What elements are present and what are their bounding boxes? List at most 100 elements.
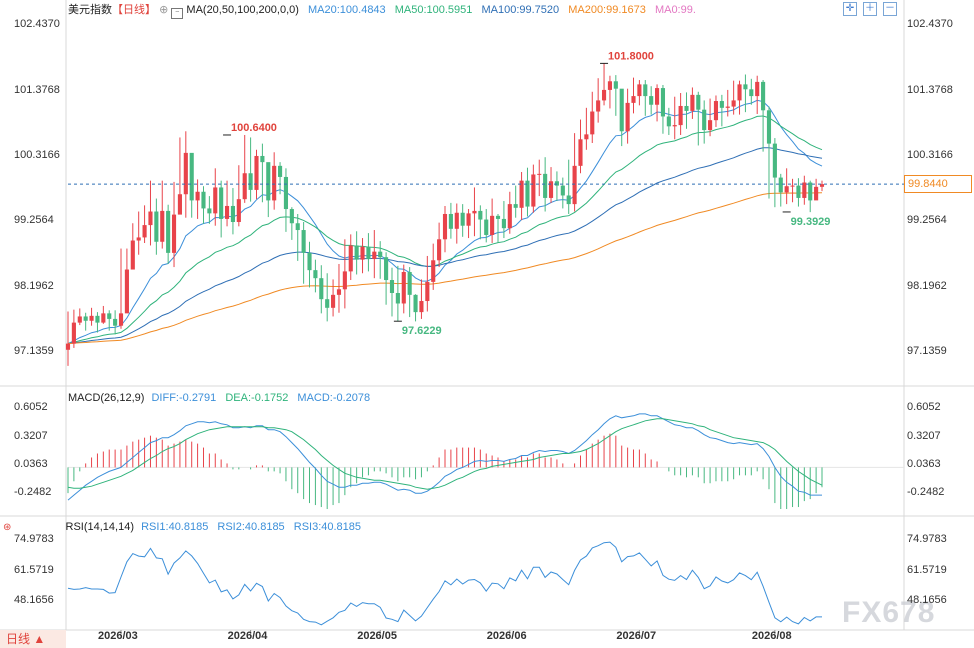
current-price-value: 99.8440 — [908, 178, 948, 191]
high-annotation-2: 101.8000 — [608, 50, 654, 62]
candle-body — [802, 182, 807, 198]
candle-body — [83, 316, 88, 321]
settings-icon[interactable]: ⊕ — [159, 4, 169, 16]
rsi-settings-icon[interactable]: ⊛ — [3, 522, 12, 533]
candle-body — [272, 165, 277, 201]
rsi-axis-tick-label: 48.1656 — [14, 594, 54, 607]
time-axis-tick-label: 2026/08 — [751, 630, 792, 642]
candle-body — [254, 155, 259, 190]
candle-body — [331, 294, 336, 308]
candle-body — [372, 251, 377, 260]
time-axis-tick-label: 2026/06 — [486, 630, 527, 642]
candle-body — [307, 252, 312, 271]
ma50-line — [67, 115, 823, 345]
candle-body — [713, 101, 719, 121]
candle-body — [501, 218, 506, 229]
candle-body — [248, 173, 253, 190]
price-axis-tick-label: 100.3166 — [907, 148, 953, 161]
macd-axis-tick-label: 0.3207 — [14, 429, 48, 442]
candle-body — [814, 186, 819, 201]
price-axis-tick-label: 98.1962 — [14, 279, 54, 292]
candle-body — [531, 174, 536, 207]
candle-body — [201, 191, 206, 209]
macd-axis-tick-label: 0.6052 — [907, 401, 941, 414]
macd-value: MACD:-0.2078 — [297, 392, 371, 404]
candle-body — [790, 185, 795, 187]
diff-value: DIFF:-0.2791 — [151, 392, 217, 404]
macd-axis-tick-label: 0.0363 — [14, 457, 48, 470]
rsi1-value: RSI1:40.8185 — [141, 521, 209, 533]
candle-body — [448, 213, 453, 229]
price-axis-tick-label: 98.1962 — [907, 279, 947, 292]
crosshair-icon[interactable]: ✛ — [843, 2, 857, 16]
candle-body — [472, 210, 477, 214]
candle-body — [672, 125, 677, 127]
candle-body — [260, 155, 265, 163]
candle-body — [490, 215, 495, 235]
rsi-params[interactable]: RSI(14,14,14) — [65, 521, 134, 533]
candle-body — [366, 246, 371, 260]
candle-body — [743, 84, 748, 90]
candle-body — [118, 313, 124, 326]
indicator-icon[interactable]: ~ — [171, 8, 184, 19]
candle-body — [107, 313, 112, 319]
candle-body — [607, 81, 612, 90]
candle-body — [766, 110, 772, 144]
candle-body — [572, 165, 577, 205]
candle-body — [236, 199, 241, 223]
rsi-axis-tick-label: 74.9783 — [907, 533, 947, 546]
ma0-value: MA0:99. — [654, 4, 696, 16]
candle-body — [519, 180, 524, 208]
macd-axis-tick-label: 0.3207 — [907, 429, 941, 442]
macd-layer — [67, 413, 904, 510]
candle-body — [360, 246, 365, 260]
candle-body — [566, 195, 571, 205]
moving-average-layer — [67, 99, 823, 345]
candle-body — [466, 213, 471, 226]
candle-body — [65, 343, 71, 350]
time-axis-tick-label: 2026/05 — [357, 630, 397, 642]
candle-body — [525, 180, 530, 207]
price-axis-tick-label: 97.1359 — [907, 345, 947, 358]
candle-body — [342, 271, 347, 290]
price-axis-tick-label: 100.3166 — [14, 148, 60, 161]
period-selector-button[interactable]: 日线 ▲ — [0, 630, 66, 648]
candle-body — [708, 120, 713, 131]
zoom-out-icon[interactable]: － — [883, 2, 897, 16]
candle-body — [336, 289, 342, 295]
candle-body — [619, 88, 624, 132]
macd-params[interactable]: MACD(26,12,9) — [68, 392, 145, 404]
price-axis-tick-label: 102.4370 — [14, 18, 60, 31]
candle-body — [731, 100, 736, 107]
candle-body — [395, 292, 400, 304]
candle-body — [478, 210, 483, 220]
rsi3-value: RSI3:40.8185 — [293, 521, 362, 533]
candle-body — [71, 322, 76, 344]
candle-body — [637, 84, 642, 97]
candle-body — [213, 187, 218, 214]
candle-body — [543, 173, 548, 198]
price-axis-tick-label: 97.1359 — [14, 345, 54, 358]
main-legend: 美元指数【日线】 ⊕ ~ MA(20,50,100,200,0,0) MA20:… — [68, 3, 696, 19]
ma-params[interactable]: MA(20,50,100,200,0,0) — [186, 4, 299, 16]
candle-body — [154, 211, 159, 242]
period-label[interactable]: 【日线】 — [112, 4, 156, 16]
instrument-title[interactable]: 美元指数 — [68, 4, 112, 16]
candle-body — [702, 109, 707, 131]
zoom-in-icon[interactable]: ＋ — [863, 2, 877, 16]
high-annotation-1: 100.6400 — [231, 122, 277, 134]
ma200-line — [67, 192, 823, 345]
candle-body — [601, 89, 607, 101]
candle-body — [136, 237, 141, 241]
candle-body — [313, 270, 318, 279]
candle-body — [319, 278, 324, 300]
candle-body — [584, 134, 589, 140]
time-axis-tick-label: 2026/07 — [616, 630, 657, 642]
candle-body — [537, 173, 542, 175]
candle-body — [113, 318, 118, 326]
rsi-axis-tick-label: 48.1656 — [907, 594, 947, 607]
candle-body — [660, 88, 666, 117]
candle-body — [219, 187, 224, 219]
candle-body — [124, 269, 129, 314]
